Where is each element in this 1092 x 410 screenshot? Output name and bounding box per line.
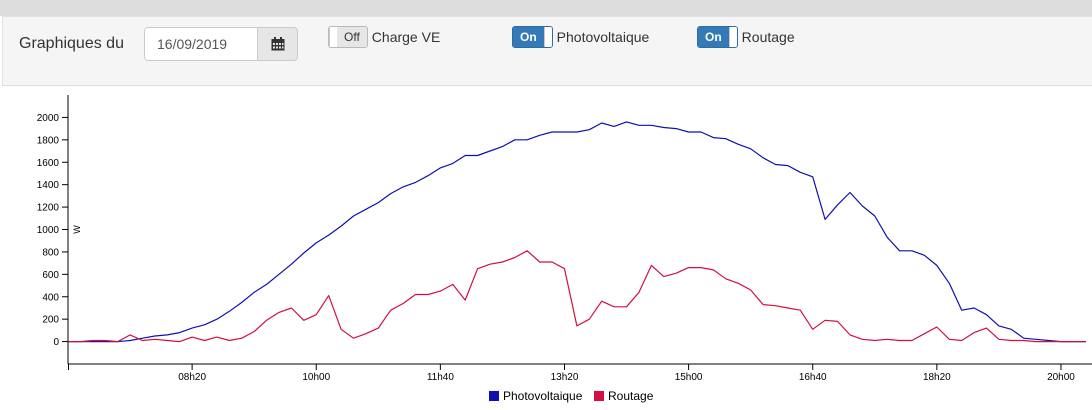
y-tick-label: 1000 (37, 225, 60, 236)
series-lines (68, 121, 1086, 343)
page-title: Graphiques du (19, 35, 124, 52)
photovoltaique-switch[interactable]: On (512, 26, 553, 48)
y-tick-label: 600 (42, 270, 59, 281)
legend-swatch (489, 391, 499, 401)
y-tick-label: 1400 (37, 180, 60, 191)
power-chart: 0 200 400 600 800 1000 1200 1400 1600 1800 2000 W 0… (37, 95, 1092, 403)
legend-item-routage: Routage (594, 389, 654, 403)
x-tick-label: 08h20 (178, 372, 206, 383)
switch-state: On (513, 27, 544, 47)
switch-knob (329, 27, 337, 47)
toggle-charge-ve: Off Charge VE (328, 26, 440, 48)
x-tick-label: 15h00 (675, 372, 703, 383)
toggle-label: Routage (741, 29, 795, 45)
x-tick-label: 18h20 (923, 372, 951, 383)
toggle-routage: On Routage (697, 26, 795, 48)
y-tick-label: 1200 (37, 203, 60, 214)
chart-legend: Photovoltaique Routage (489, 389, 654, 403)
legend-label: Photovoltaique (503, 389, 583, 403)
date-picker (144, 27, 298, 61)
switch-state: Off (337, 27, 367, 47)
y-tick-label: 2000 (37, 113, 60, 124)
y-tick-label: 400 (42, 292, 59, 303)
x-tick-label: 10h00 (302, 372, 330, 383)
y-axis-label: W (72, 225, 82, 234)
x-tick-label: 16h40 (799, 372, 827, 383)
calendar-icon (271, 37, 284, 51)
y-tick-label: 800 (42, 247, 59, 258)
legend-swatch (594, 391, 604, 401)
legend-label: Routage (608, 389, 654, 403)
y-tick-label: 0 (53, 337, 59, 348)
switch-knob (728, 27, 737, 47)
y-tick-label: 200 (42, 315, 59, 326)
toggle-label: Charge VE (371, 29, 441, 45)
switch-knob (543, 27, 552, 47)
x-tick-label: 13h20 (551, 372, 579, 383)
date-input[interactable] (144, 27, 258, 61)
toggle-label: Photovoltaique (556, 29, 650, 45)
legend-item-photovoltaique: Photovoltaique (489, 389, 583, 403)
x-tick-label: 11h40 (427, 372, 455, 383)
y-axis: 0 200 400 600 800 1000 1200 1400 1600 1800 2000 W (37, 95, 82, 364)
y-tick-label: 1600 (37, 158, 60, 169)
y-tick-label: 1800 (37, 135, 60, 146)
series-line-photovoltaique (68, 121, 1086, 343)
x-tick-label: 20h00 (1047, 372, 1075, 383)
controls-panel: Graphiques du Off Charge VE On P (2, 16, 1092, 86)
calendar-button[interactable] (258, 27, 298, 61)
charge-ve-switch[interactable]: Off (328, 26, 368, 48)
routage-switch[interactable]: On (697, 26, 738, 48)
x-axis: 08h20 10h00 11h40 13h20 15h00 16h40 18h20 20h00 (68, 363, 1092, 383)
toggle-photovoltaique: On Photovoltaique (512, 26, 649, 48)
series-line-routage (68, 250, 1086, 343)
switch-state: On (698, 27, 729, 47)
top-strip (0, 0, 1092, 16)
